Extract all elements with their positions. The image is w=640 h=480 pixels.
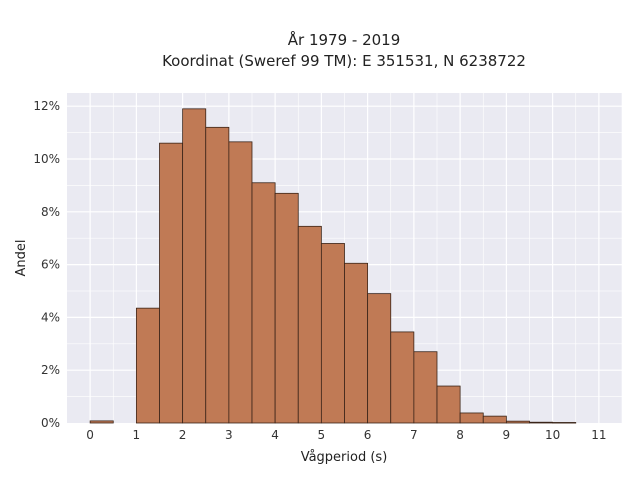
- x-tick-label: 6: [364, 428, 372, 442]
- y-axis-label: Andel: [14, 240, 29, 277]
- histogram-bar: [505, 420, 530, 424]
- x-tick-label: 9: [503, 428, 511, 442]
- histogram-bar: [436, 385, 461, 424]
- x-tick-label: 4: [271, 428, 279, 442]
- histogram-bar: [320, 243, 345, 424]
- x-tick-label: 8: [456, 428, 464, 442]
- histogram-bar: [459, 412, 484, 424]
- histogram-bar: [529, 421, 554, 424]
- chart-subtitle: Koordinat (Sweref 99 TM): E 351531, N 62…: [162, 52, 526, 70]
- histogram-bars: [89, 108, 577, 424]
- histogram-bar: [182, 108, 207, 424]
- y-tick-label: 10%: [33, 152, 60, 166]
- x-axis-ticks: 0 1 2 3 4 5 6 7 8 9 10 11: [86, 428, 606, 442]
- x-tick-label: 0: [86, 428, 94, 442]
- y-tick-label: 4%: [41, 310, 60, 324]
- chart-title: År 1979 - 2019: [288, 30, 401, 49]
- histogram-bar: [413, 351, 438, 424]
- y-tick-label: 0%: [41, 416, 60, 430]
- x-tick-label: 10: [545, 428, 560, 442]
- histogram-bar: [344, 262, 369, 424]
- histogram-bar: [297, 225, 322, 424]
- histogram-bar: [205, 126, 230, 424]
- histogram-bar: [89, 420, 114, 424]
- histogram-bar: [367, 293, 392, 424]
- y-tick-label: 8%: [41, 205, 60, 219]
- x-axis-label: Vågperiod (s): [301, 450, 388, 465]
- histogram-bar: [228, 141, 253, 424]
- x-tick-label: 1: [133, 428, 141, 442]
- y-tick-label: 6%: [41, 258, 60, 272]
- y-tick-label: 2%: [41, 363, 60, 377]
- y-axis-ticks: 0% 2% 4% 6% 8% 10% 12%: [33, 99, 60, 430]
- histogram-bar: [390, 331, 415, 424]
- histogram-bar: [274, 192, 299, 424]
- histogram-bar: [251, 182, 276, 424]
- x-tick-label: 7: [410, 428, 418, 442]
- histogram-bar: [482, 415, 507, 424]
- x-tick-label: 11: [591, 428, 606, 442]
- histogram-bar: [552, 422, 577, 424]
- histogram-bar: [159, 142, 184, 424]
- x-tick-label: 3: [225, 428, 233, 442]
- x-tick-label: 2: [179, 428, 187, 442]
- histogram-bar: [135, 307, 160, 424]
- y-tick-label: 12%: [33, 99, 60, 113]
- x-tick-label: 5: [318, 428, 326, 442]
